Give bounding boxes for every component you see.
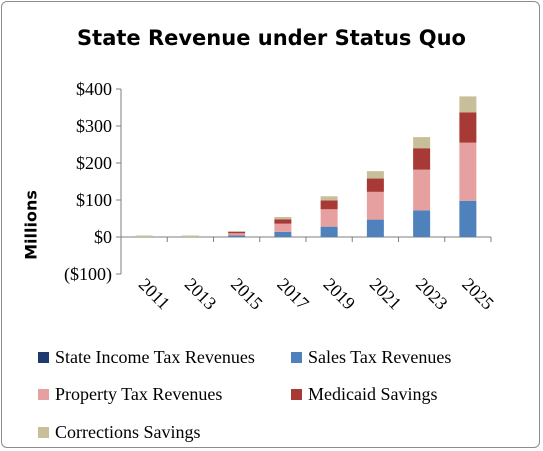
x-tick-label: 2025 (458, 274, 498, 314)
y-tick-label: $0 (94, 227, 112, 247)
bar-segment (181, 235, 199, 237)
bar-segment (366, 178, 384, 192)
bar-segment (459, 96, 477, 113)
bar-segment (274, 217, 292, 220)
bar-segment (320, 196, 338, 201)
bar-segment (459, 142, 477, 201)
x-tick-label: 2017 (273, 274, 313, 314)
bar-segment (413, 169, 431, 211)
bar-segment (274, 219, 292, 224)
y-tick-label: $100 (76, 190, 112, 210)
bar-segment (413, 210, 431, 237)
bar-segment (135, 235, 153, 237)
x-tick-label: 2023 (412, 274, 452, 314)
x-tick-label: 2019 (320, 274, 360, 314)
bar-segment (320, 226, 338, 237)
bar-segment (228, 233, 246, 236)
x-tick-label: 2015 (227, 274, 267, 314)
x-tick-label: 2011 (135, 274, 174, 313)
bar-segment (228, 235, 246, 237)
bar-segment (366, 219, 384, 237)
bar-segment (320, 200, 338, 210)
x-tick-label: 2021 (366, 274, 406, 314)
bar-segment (320, 209, 338, 227)
bar-segment (274, 231, 292, 237)
y-tick-label: $300 (76, 116, 112, 136)
bar-segment (459, 200, 477, 237)
y-tick-label: $400 (76, 79, 112, 99)
bar-segment (366, 191, 384, 220)
y-tick-label: $200 (76, 153, 112, 173)
bar-segment (274, 223, 292, 232)
x-tick-label: 2013 (181, 274, 221, 314)
y-tick-label: ($100) (64, 264, 112, 285)
bar-segment (413, 148, 431, 170)
bar-segment (413, 137, 431, 149)
bar-segment (459, 112, 477, 143)
bar-segment (228, 231, 246, 232)
chart-title: State Revenue under Status Quo (77, 26, 466, 50)
bar-segment (366, 171, 384, 179)
bar-segment (228, 231, 246, 234)
